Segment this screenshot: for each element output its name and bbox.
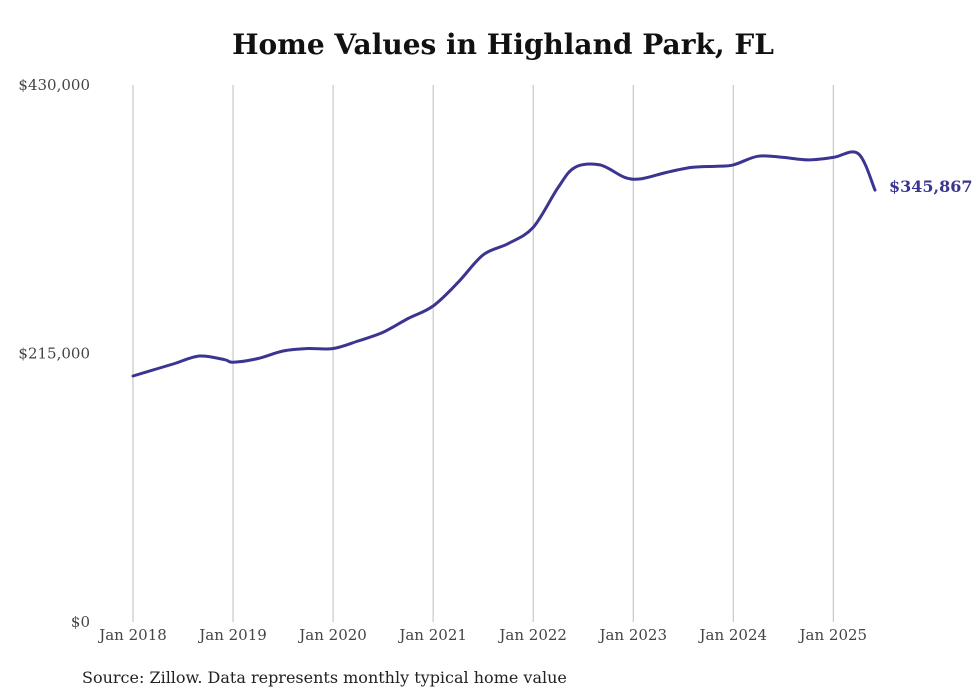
data-point xyxy=(731,163,735,167)
x-axis-ticks: Jan 2018 Jan 2019 Jan 2020 Jan 2021 Jan 2022… xyxy=(97,626,867,644)
data-point xyxy=(231,360,235,364)
data-point xyxy=(856,152,860,156)
data-point xyxy=(573,165,577,169)
data-point xyxy=(131,374,135,378)
data-point xyxy=(481,253,485,257)
chart-title: Home Values in Highland Park, FL xyxy=(232,28,774,61)
y-tick-label: $430,000 xyxy=(18,76,90,94)
data-point xyxy=(598,163,602,167)
y-tick-label: $215,000 xyxy=(18,345,90,363)
series-line xyxy=(131,150,877,378)
data-point xyxy=(356,339,360,343)
y-tick-label: $0 xyxy=(71,613,90,631)
data-point xyxy=(256,357,260,361)
data-point xyxy=(506,242,510,246)
gridlines xyxy=(132,85,834,622)
x-tick-label: Jan 2022 xyxy=(497,626,567,644)
data-point xyxy=(556,185,560,189)
x-tick-label: Jan 2023 xyxy=(597,626,667,644)
data-point xyxy=(640,177,644,181)
data-point xyxy=(756,154,760,158)
y-axis-ticks: $430,000 $215,000 $0 xyxy=(18,76,90,631)
x-tick-label: Jan 2020 xyxy=(297,626,367,644)
data-point xyxy=(306,347,310,351)
data-point xyxy=(623,175,627,179)
x-tick-label: Jan 2024 xyxy=(697,626,767,644)
data-point xyxy=(873,188,877,192)
data-point xyxy=(156,367,160,371)
data-point xyxy=(381,330,385,334)
data-point xyxy=(665,170,669,174)
data-point xyxy=(781,155,785,159)
data-point xyxy=(173,362,177,366)
data-point xyxy=(531,225,535,229)
data-point xyxy=(281,349,285,353)
data-point xyxy=(198,354,202,358)
x-tick-label: Jan 2018 xyxy=(97,626,167,644)
data-point xyxy=(431,304,435,308)
x-tick-label: Jan 2025 xyxy=(798,626,868,644)
series-line-layer xyxy=(131,150,877,378)
source-note: Source: Zillow. Data represents monthly … xyxy=(82,668,567,687)
x-tick-label: Jan 2019 xyxy=(197,626,267,644)
data-point xyxy=(223,358,227,362)
data-point xyxy=(831,155,835,159)
series-point-layer xyxy=(131,152,877,378)
data-point xyxy=(715,164,719,168)
end-value-label: $345,867 xyxy=(889,177,973,196)
data-point xyxy=(331,347,335,351)
x-tick-label: Jan 2021 xyxy=(397,626,467,644)
data-point xyxy=(456,280,460,284)
data-point xyxy=(406,317,410,321)
data-point xyxy=(806,158,810,162)
data-point xyxy=(690,165,694,169)
